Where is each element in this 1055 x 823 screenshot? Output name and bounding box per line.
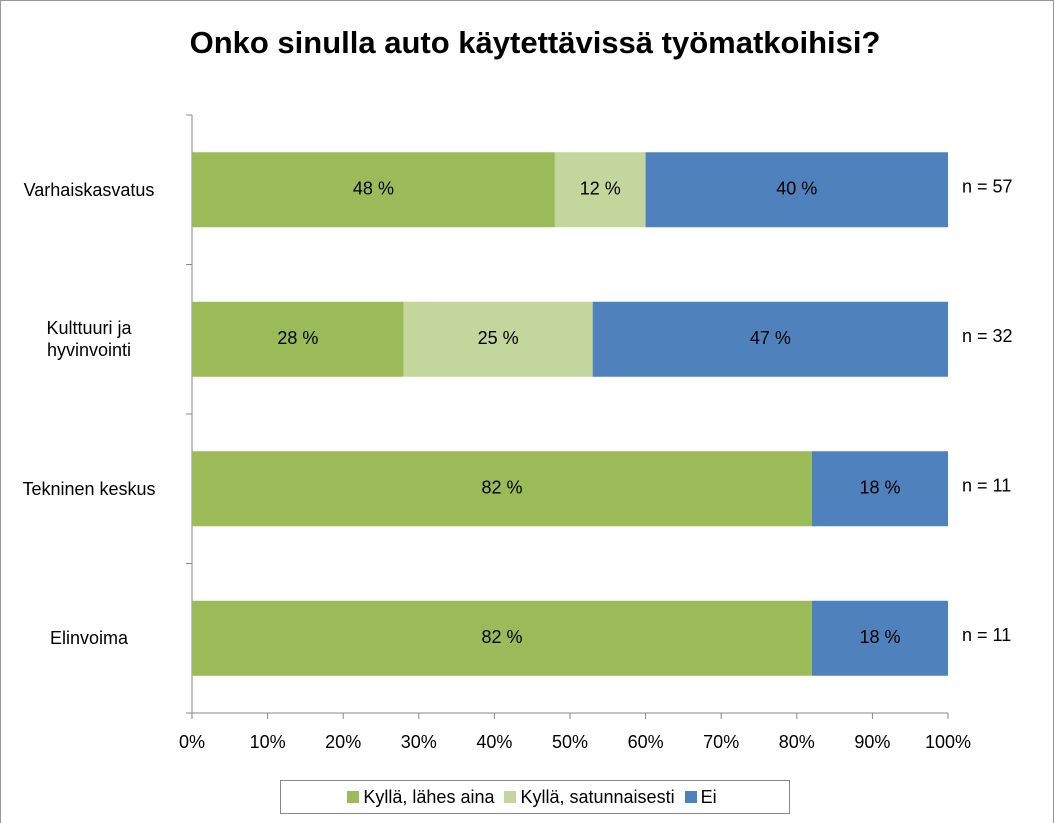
data-label: 82 % [481, 627, 522, 647]
bar-segment [403, 301, 593, 377]
category-label: Tekninen keskus [22, 478, 156, 499]
data-label: 18 % [859, 478, 900, 498]
data-label: 18 % [859, 627, 900, 647]
bar-segment [811, 451, 948, 527]
bar-segment [192, 451, 812, 527]
legend-swatch [347, 791, 360, 803]
data-label: 82 % [481, 478, 522, 498]
annotation: n = 11 [962, 476, 1011, 496]
legend-swatch [684, 791, 697, 803]
x-tick-label: 100% [925, 732, 971, 752]
legend-item: Kyllä, lähes aina [347, 787, 494, 808]
data-label: 47 % [750, 328, 791, 348]
legend-label: Kyllä, lähes aina [363, 786, 495, 807]
x-tick-label: 0% [179, 732, 205, 752]
x-tick-label: 30% [401, 732, 437, 752]
bar-segment [192, 600, 812, 676]
x-tick-label: 80% [779, 732, 815, 752]
annotation: n = 32 [962, 326, 1013, 346]
category-label: Varhaiskasvatus [23, 179, 155, 200]
data-label: 28 % [277, 328, 318, 348]
annotation: n = 57 [962, 177, 1013, 197]
bar-segment [554, 152, 646, 228]
legend-label: Ei [700, 786, 717, 807]
legend-swatch [504, 791, 517, 803]
x-tick-label: 20% [325, 732, 361, 752]
x-tick-label: 90% [854, 732, 890, 752]
data-label: 12 % [580, 179, 621, 199]
chart-title: Onko sinulla auto käytettävissä työmatko… [190, 25, 881, 60]
category-label: Elinvoima [49, 628, 129, 649]
x-tick-label: 50% [552, 732, 588, 752]
bar-segment [192, 301, 404, 377]
x-tick-label: 10% [250, 732, 286, 752]
legend-label: Kyllä, satunnaisesti [520, 786, 675, 807]
annotation: n = 11 [962, 625, 1011, 645]
bar-segment [811, 600, 948, 676]
legend-item: Ei [684, 786, 717, 808]
bar-segment [592, 301, 948, 377]
legend-item: Kyllä, satunnaisesti [504, 786, 675, 808]
category-label: Kulttuuri ja hyvinvointi [46, 318, 132, 361]
bar-segment [192, 152, 555, 228]
data-label: 25 % [478, 328, 519, 348]
x-tick-label: 40% [476, 732, 512, 752]
legend: Kyllä, lähes aina Kyllä, satunnaisesti Ei [280, 780, 790, 814]
x-tick-label: 70% [703, 732, 739, 752]
bar-segment [645, 152, 948, 228]
data-label: 48 % [353, 179, 394, 199]
x-tick-label: 60% [628, 732, 664, 752]
data-label: 40 % [776, 179, 817, 199]
